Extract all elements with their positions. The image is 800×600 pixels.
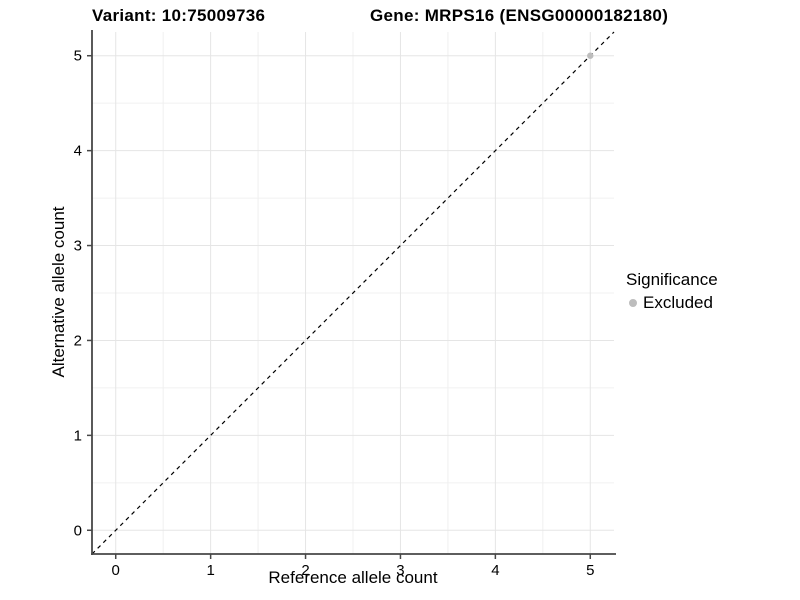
legend-item-label: Excluded [643,293,713,312]
y-tick-label: 0 [74,522,82,539]
legend-title: Significance [626,270,718,289]
excluded-point-marker-icon [629,299,637,307]
y-tick-label: 3 [74,238,82,255]
plot-title-variant: Variant: 10:75009736 [92,6,266,25]
y-tick-label: 5 [74,48,82,65]
x-tick-label: 1 [206,562,214,579]
x-tick-label: 0 [112,562,120,579]
legend: Significance Excluded [626,270,718,313]
x-tick-label: 5 [586,562,594,579]
y-tick-label: 4 [74,143,82,160]
y-tick-label: 2 [74,332,82,349]
x-axis-title: Reference allele count [268,568,438,587]
y-axis-title: Alternative allele count [49,206,68,378]
identity-reference-line [91,31,615,555]
x-tick-label: 2 [301,562,309,579]
x-tick-label: 3 [396,562,404,579]
legend-item-excluded: Excluded [626,293,718,313]
plot-title-gene: Gene: MRPS16 (ENSG00000182180) [370,6,669,25]
x-tick-label: 4 [491,562,499,579]
data-point-excluded [587,52,594,59]
y-tick-label: 1 [74,427,82,444]
